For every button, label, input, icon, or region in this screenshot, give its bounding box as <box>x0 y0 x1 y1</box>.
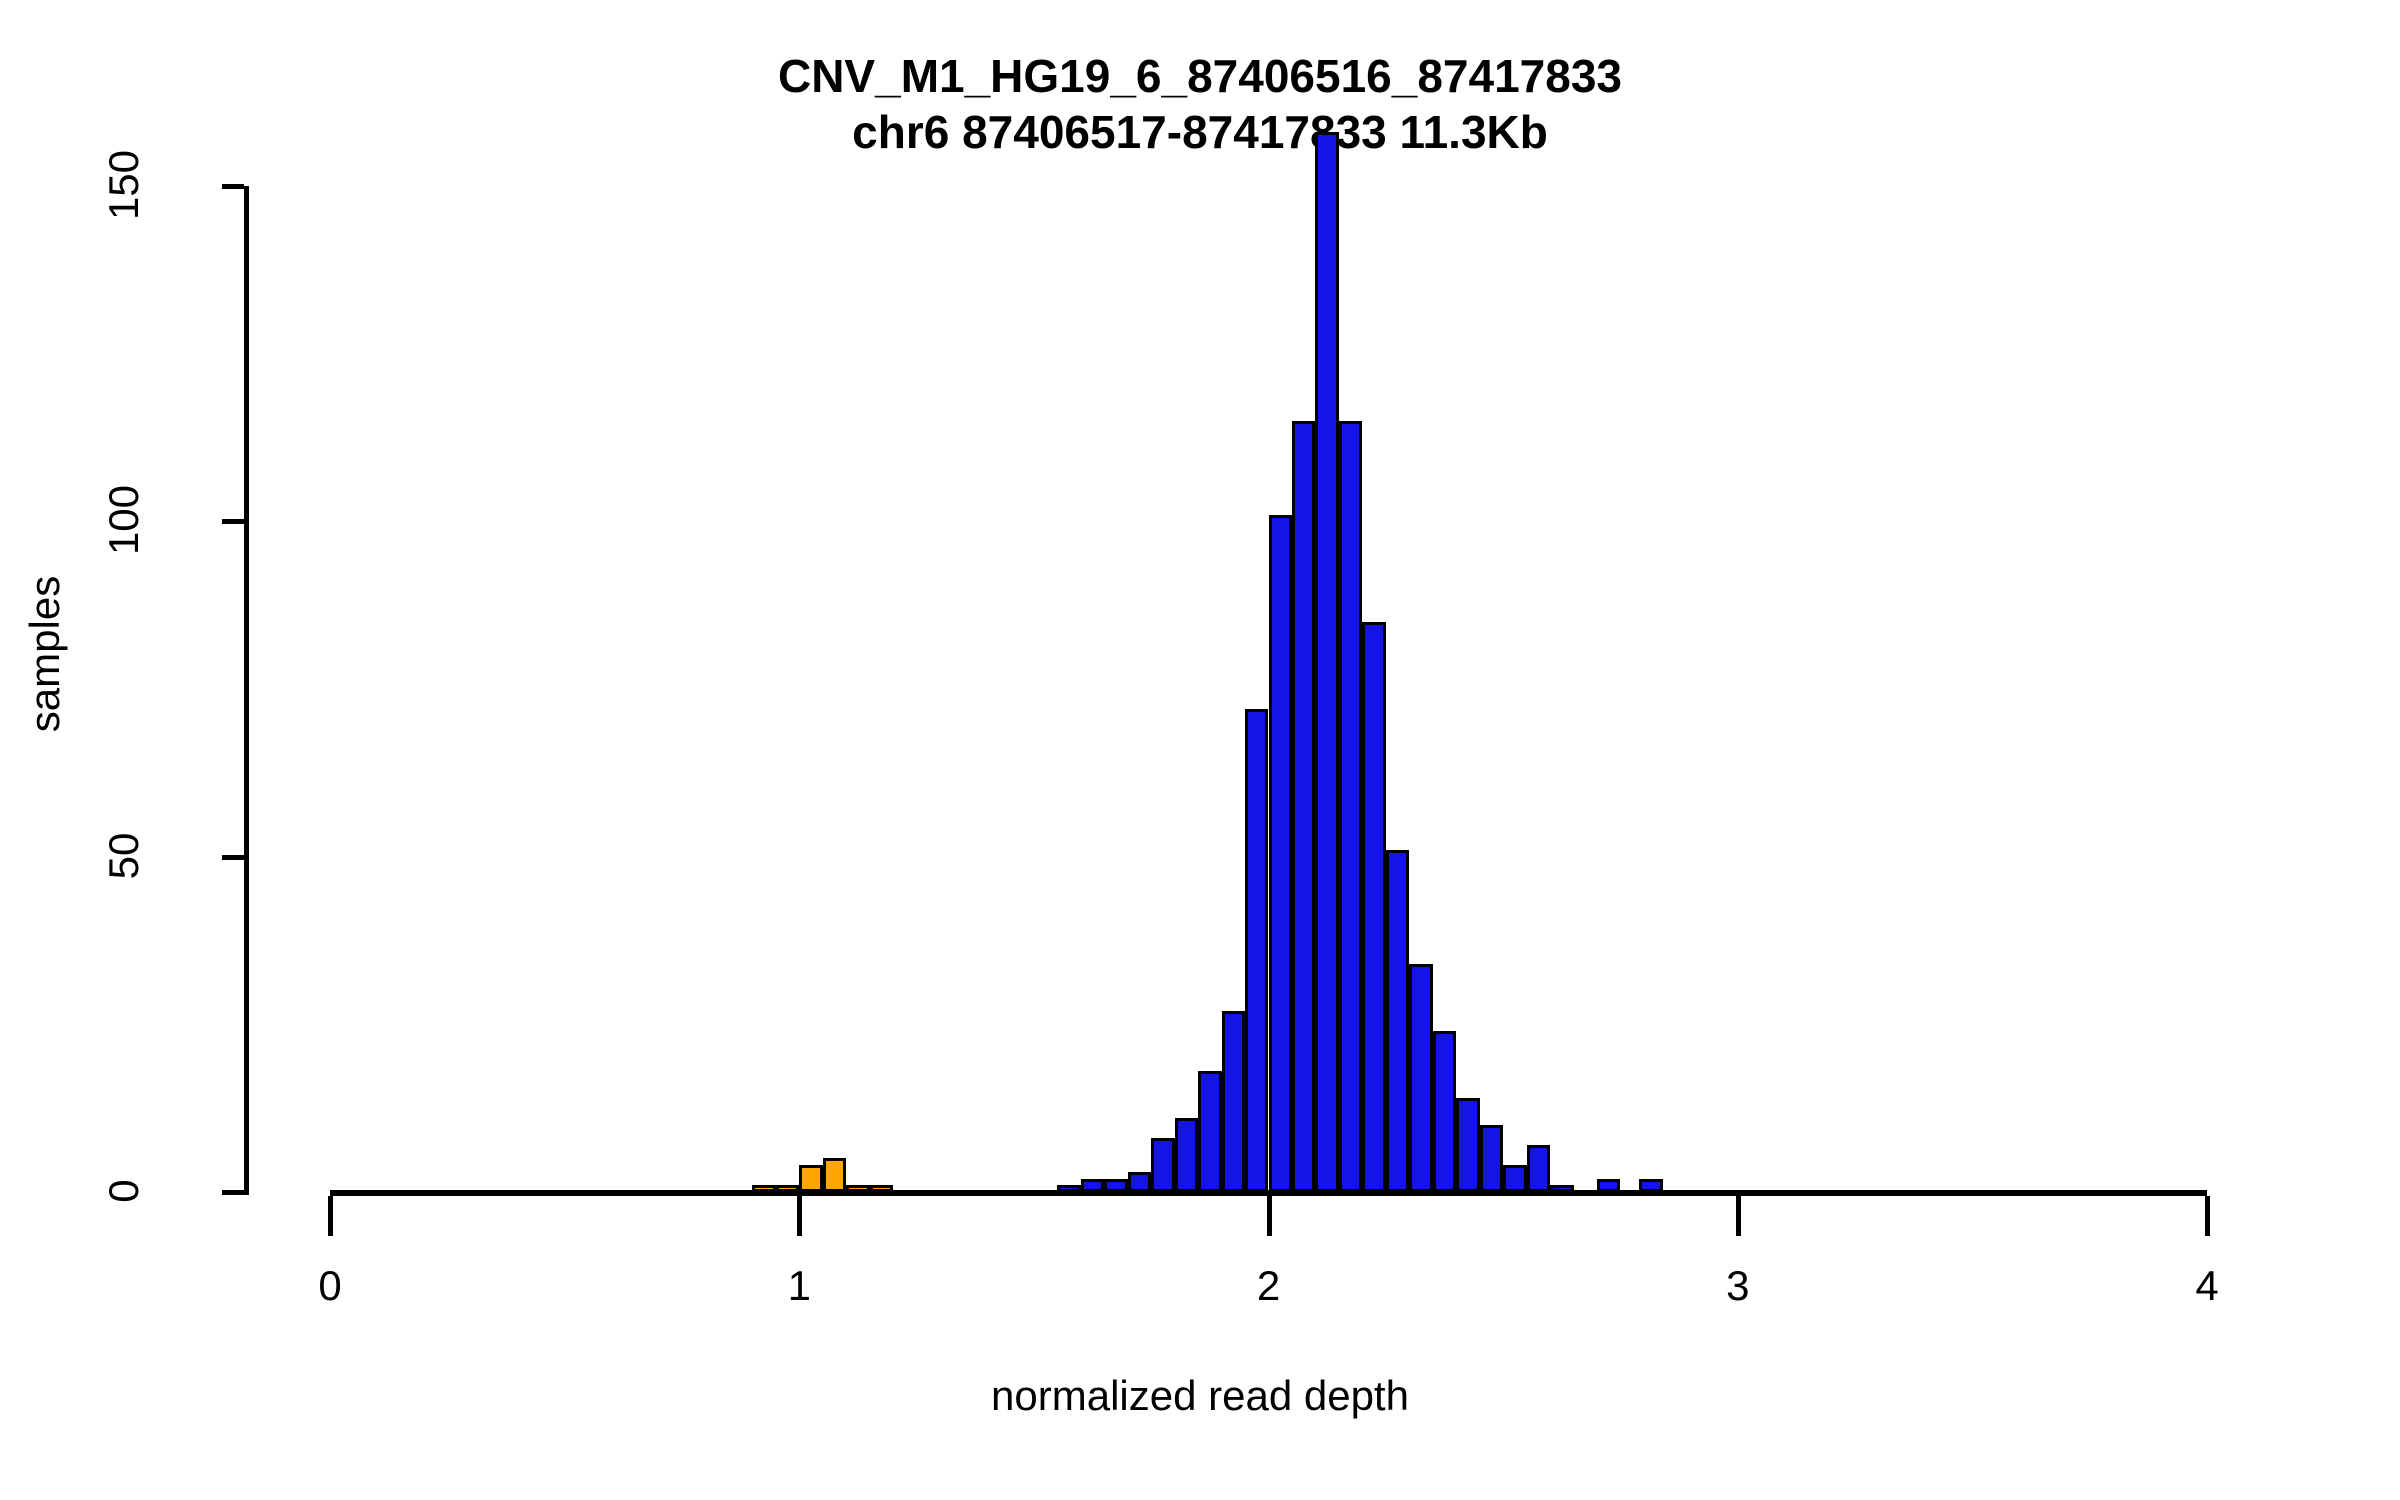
histogram-bar <box>1456 1098 1480 1192</box>
histogram-bar <box>1526 1145 1551 1192</box>
histogram-bar <box>1057 1185 1081 1192</box>
x-tick-1 <box>797 1196 803 1236</box>
histogram-bar <box>752 1185 776 1192</box>
y-tick-50 <box>222 854 244 860</box>
histogram-bar <box>1291 420 1316 1192</box>
histogram-bar <box>1198 1071 1222 1192</box>
histogram-bar <box>1338 420 1363 1192</box>
histogram-bar <box>1503 1165 1527 1192</box>
histogram-bar <box>869 1185 894 1192</box>
x-tick-2 <box>1266 1196 1272 1236</box>
x-tick-3 <box>1735 1196 1741 1236</box>
histogram-bar <box>1362 621 1386 1192</box>
histogram-bar <box>1479 1124 1504 1192</box>
histogram-bar <box>846 1185 870 1192</box>
histogram-bar <box>1245 709 1269 1192</box>
x-tick-label-3: 3 <box>1726 1262 1750 1309</box>
histogram-bar <box>1127 1171 1152 1192</box>
histogram-bar <box>1151 1138 1175 1192</box>
histogram-bar <box>1409 963 1433 1192</box>
histogram-bar <box>1174 1118 1199 1192</box>
histogram-bar <box>822 1158 847 1192</box>
y-tick-150 <box>222 184 244 189</box>
histogram-bar <box>1550 1185 1574 1192</box>
histogram-bar <box>775 1185 800 1192</box>
histogram-bar <box>1080 1178 1105 1192</box>
histogram-bar <box>1104 1178 1128 1192</box>
histogram-bar <box>1221 1010 1246 1192</box>
y-tick-0 <box>222 1190 244 1195</box>
histogram-bar <box>1385 849 1410 1192</box>
histogram-bar <box>1315 132 1339 1192</box>
histogram-bar <box>1268 514 1292 1192</box>
title-line-primary: CNV_M1_HG19_6_87406516_87417833 <box>777 50 1622 102</box>
histogram-bar <box>1596 1178 1621 1192</box>
x-tick-label-4: 4 <box>2195 1262 2219 1309</box>
y-axis-line <box>244 186 249 1195</box>
histogram-bar <box>1639 1178 1663 1192</box>
chart-title: CNV_M1_HG19_6_87406516_87417833 chr6 874… <box>0 48 2400 160</box>
x-tick-label-2: 2 <box>1256 1262 1281 1309</box>
x-axis-label: normalized read depth <box>991 1372 1409 1419</box>
y-tick-100 <box>222 519 244 525</box>
histogram-bar <box>799 1165 823 1192</box>
x-tick-0 <box>328 1196 333 1236</box>
x-tick-label-1: 1 <box>787 1262 811 1309</box>
histogram-bar <box>1432 1031 1457 1192</box>
x-tick-4 <box>2205 1196 2210 1236</box>
x-axis-line <box>330 1190 2207 1196</box>
x-tick-label-0: 0 <box>318 1262 342 1309</box>
